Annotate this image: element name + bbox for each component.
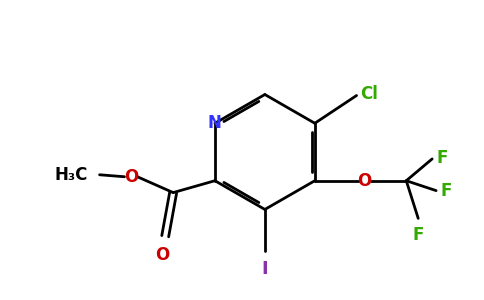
Text: O: O xyxy=(357,172,372,190)
Text: F: F xyxy=(412,226,424,244)
Text: O: O xyxy=(155,246,169,264)
Text: N: N xyxy=(208,114,222,132)
Text: H₃C: H₃C xyxy=(54,166,88,184)
Text: I: I xyxy=(261,260,268,278)
Text: Cl: Cl xyxy=(361,85,378,103)
Text: F: F xyxy=(440,182,452,200)
Text: F: F xyxy=(436,149,448,167)
Text: O: O xyxy=(124,168,138,186)
